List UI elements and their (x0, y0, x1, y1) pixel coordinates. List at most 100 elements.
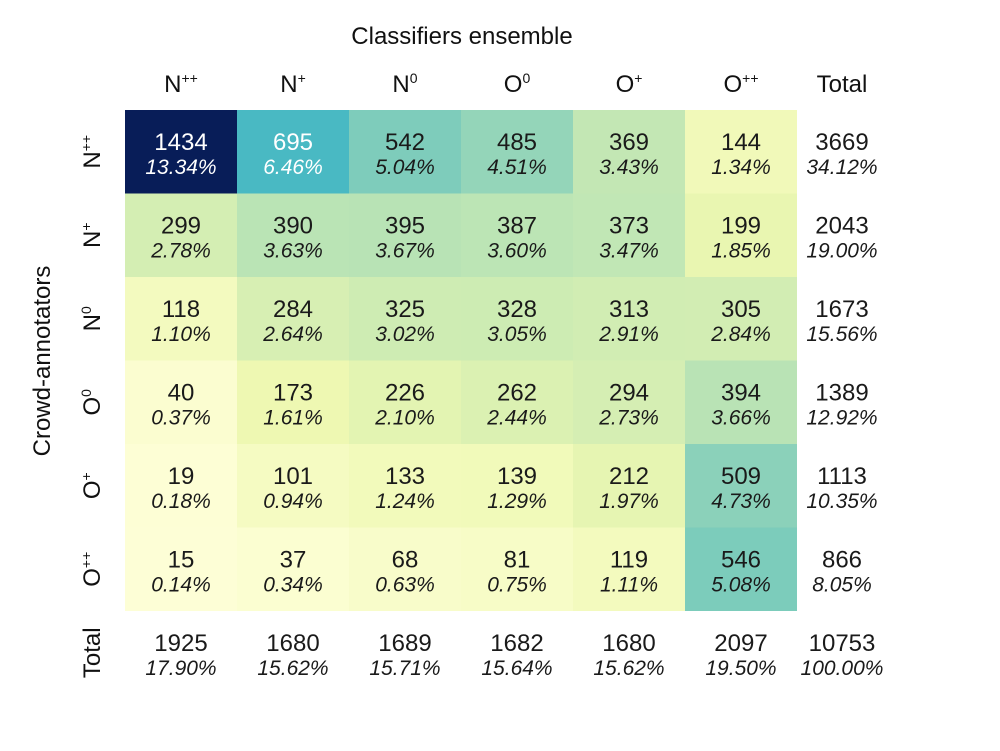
cell-count-label: 1434 (154, 129, 207, 156)
cell-count-label: 395 (385, 213, 425, 240)
cell-percent-label: 4.51% (487, 156, 547, 179)
cell-count-label: 19 (168, 463, 195, 490)
heatmap-cell (237, 277, 349, 361)
cell-percent-label: 0.75% (487, 574, 547, 597)
cell-count-label: 373 (609, 213, 649, 240)
cell-percent-label: 3.43% (599, 156, 659, 179)
grand-total-percent: 100.00% (801, 657, 884, 680)
column-total-label: Total (817, 71, 868, 98)
row-label: O+ (78, 472, 106, 499)
row-label-base: N (79, 151, 106, 168)
row-label: N++ (78, 135, 106, 169)
column-total-percent: 15.62% (593, 657, 664, 680)
cell-percent-label: 0.18% (151, 490, 211, 513)
cell-count-label: 37 (280, 547, 307, 574)
column-label-text: O+ (616, 70, 643, 98)
heatmap-cell (461, 360, 573, 444)
column-total-count: 1682 (490, 630, 543, 657)
row-label-text: N0 (78, 306, 106, 331)
row-label-superscript: 0 (78, 306, 94, 314)
heatmap-cell (685, 527, 797, 611)
column-label-superscript: 0 (522, 70, 530, 86)
heatmap-cell (349, 110, 461, 194)
cell-percent-label: 0.94% (263, 490, 323, 513)
heatmap-cell (125, 360, 237, 444)
column-label-base: N (280, 71, 297, 98)
row-total-count: 3669 (815, 129, 868, 156)
column-total-count: 1680 (602, 630, 655, 657)
cell-count-label: 294 (609, 380, 649, 407)
heatmap-cell (685, 360, 797, 444)
heatmap-cell (461, 527, 573, 611)
row-total-percent: 19.00% (806, 240, 877, 263)
cell-percent-label: 3.05% (487, 323, 547, 346)
row-total-count: 2043 (815, 213, 868, 240)
column-total-percent: 15.62% (257, 657, 328, 680)
column-label-base: O (723, 71, 742, 98)
chart-title: Classifiers ensemble (351, 23, 572, 50)
heatmap-cell (237, 360, 349, 444)
column-label: N+ (280, 70, 306, 98)
cell-count-label: 40 (168, 380, 195, 407)
column-label-superscript: 0 (410, 70, 418, 86)
cell-percent-label: 3.60% (487, 240, 547, 263)
cell-percent-label: 2.64% (262, 323, 323, 346)
column-label-base: N (392, 71, 409, 98)
row-label-text: O+ (78, 472, 106, 499)
cell-percent-label: 2.73% (598, 407, 659, 430)
row-label: N0 (78, 306, 106, 331)
cell-count-label: 173 (273, 380, 313, 407)
cell-percent-label: 3.67% (375, 240, 435, 263)
cell-percent-label: 0.63% (375, 574, 435, 597)
cell-count-label: 284 (273, 296, 313, 323)
column-label-text: N+ (280, 70, 306, 98)
cell-count-label: 212 (609, 463, 649, 490)
row-label-text: O++ (78, 552, 106, 587)
row-label-superscript: + (78, 222, 94, 230)
cell-percent-label: 1.34% (711, 156, 771, 179)
column-total-count: 1680 (266, 630, 319, 657)
cell-count-label: 542 (385, 129, 425, 156)
row-label-text: N++ (78, 135, 106, 169)
cell-percent-label: 2.91% (598, 323, 659, 346)
cell-count-label: 226 (385, 380, 425, 407)
cell-percent-label: 1.11% (600, 574, 658, 597)
row-label: N+ (78, 222, 106, 248)
column-label: N++ (164, 70, 198, 98)
heatmap-cell (573, 444, 685, 528)
column-labels: N++ N+ N0 O0 O+ O++ Total (164, 70, 867, 98)
cell-percent-label: 3.66% (711, 407, 771, 430)
heatmap-cell (237, 110, 349, 194)
heatmap-cell (685, 277, 797, 361)
cell-percent-label: 1.97% (599, 490, 659, 513)
row-label: O++ (78, 552, 106, 587)
heatmap-cell (125, 527, 237, 611)
cell-count-label: 139 (497, 463, 537, 490)
cell-percent-label: 0.37% (151, 407, 211, 430)
row-label-superscript: ++ (78, 552, 94, 568)
cell-count-label: 387 (497, 213, 537, 240)
cell-count-label: 485 (497, 129, 537, 156)
heatmap-cell (349, 527, 461, 611)
heatmap-cell (125, 277, 237, 361)
heatmap-cell (125, 193, 237, 277)
cell-count-label: 144 (721, 129, 761, 156)
cell-count-label: 101 (273, 463, 313, 490)
row-label-base: N (79, 314, 106, 331)
column-label-superscript: ++ (181, 70, 197, 86)
row-total-label: Total (79, 627, 106, 678)
cell-count-label: 199 (721, 213, 761, 240)
row-total-count: 866 (822, 547, 862, 574)
column-label: O+ (616, 70, 643, 98)
column-total-count: 2097 (714, 630, 767, 657)
heatmap-cell (125, 444, 237, 528)
heatmap-cell (573, 527, 685, 611)
column-label-superscript: + (634, 70, 642, 86)
column-label-text: N0 (392, 70, 417, 98)
cell-count-label: 118 (162, 296, 200, 323)
cell-percent-label: 3.47% (599, 240, 659, 263)
heatmap-cell (349, 360, 461, 444)
column-label-superscript: + (298, 70, 306, 86)
